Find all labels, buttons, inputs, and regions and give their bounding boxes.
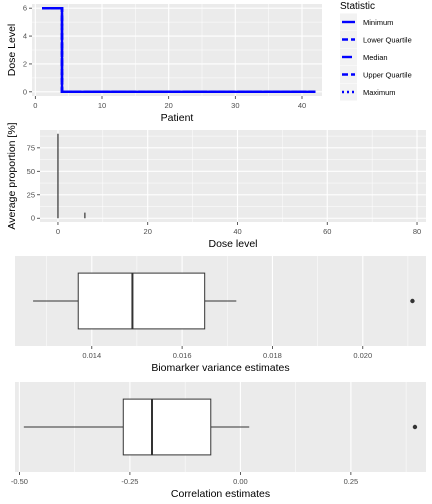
statistic-legend: Statistic Minimum Lower Quartile Median Uppe…: [340, 1, 412, 101]
x-axis-title: Dose level: [208, 238, 257, 250]
x-tick-label: 20: [164, 101, 172, 110]
legend-key-background: [340, 31, 357, 48]
x-tick-label: 0: [33, 101, 37, 110]
outlier-point: [412, 424, 418, 430]
x-axis-title: Biomarker variance estimates: [151, 362, 289, 374]
outlier-point: [410, 298, 415, 304]
x-tick-label: -0.50: [11, 477, 28, 486]
correlation-boxplot: -0.50 -0.25 0.00 0.25 Correlation estimates: [11, 382, 426, 500]
y-tick-label: 0: [23, 87, 27, 96]
y-tick-label: 6: [23, 4, 27, 13]
x-tick-label: 60: [323, 227, 331, 236]
x-tick-label: -0.25: [121, 477, 138, 486]
x-tick-label: 0.020: [353, 351, 372, 360]
y-tick-label: 4: [23, 32, 27, 41]
legend-key-background: [340, 66, 357, 83]
series-line-maximum: [42, 6, 316, 94]
legend-label: Maximum: [363, 88, 396, 97]
x-tick-label: 10: [98, 101, 106, 110]
legend-label: Minimum: [363, 18, 393, 27]
legend-label: Median: [363, 53, 388, 62]
legend-title: Statistic: [340, 1, 375, 12]
x-axis-title: Correlation estimates: [171, 488, 270, 500]
box-iqr: [77, 272, 206, 330]
x-tick-label: 20: [144, 227, 152, 236]
x-tick-label: 30: [231, 101, 239, 110]
x-tick-label: 40: [298, 101, 306, 110]
x-tick-label: 0: [56, 227, 60, 236]
panel-background: [40, 130, 426, 222]
y-tick-label: 2: [23, 59, 27, 68]
box-iqr: [122, 398, 212, 456]
y-axis-title: Dose Level: [6, 24, 18, 77]
legend-label: Lower Quartile: [363, 36, 412, 45]
y-tick-label: 0: [31, 214, 35, 223]
x-tick-label: 40: [233, 227, 241, 236]
x-tick-label: 0.016: [173, 351, 192, 360]
bar: [57, 133, 59, 219]
y-tick-label: 50: [27, 167, 35, 176]
bar: [84, 212, 86, 219]
x-tick-label: 0.018: [263, 351, 282, 360]
x-tick-label: 80: [413, 227, 421, 236]
y-tick-label: 75: [27, 143, 35, 152]
x-axis-title: Patient: [161, 112, 194, 124]
x-tick-label: 0.00: [233, 477, 248, 486]
legend-label: Upper Quartile: [363, 71, 412, 80]
x-tick-label: 0.25: [344, 477, 359, 486]
dose-trajectory-plot: 0 10 20 30 40 0 2 4 6 Patient Dose Level: [6, 4, 322, 124]
dose-level-proportion-plot: 0 20 40 60 80 0 25 50 75 Dose level Average propor…: [6, 122, 426, 250]
y-tick-label: 25: [27, 190, 35, 199]
biomarker-variance-boxplot: 0.014 0.016 0.018 0.020 Biomarker variance e…: [15, 256, 426, 374]
x-tick-label: 0.014: [82, 351, 101, 360]
y-axis-title: Average proportion [%]: [6, 122, 18, 229]
